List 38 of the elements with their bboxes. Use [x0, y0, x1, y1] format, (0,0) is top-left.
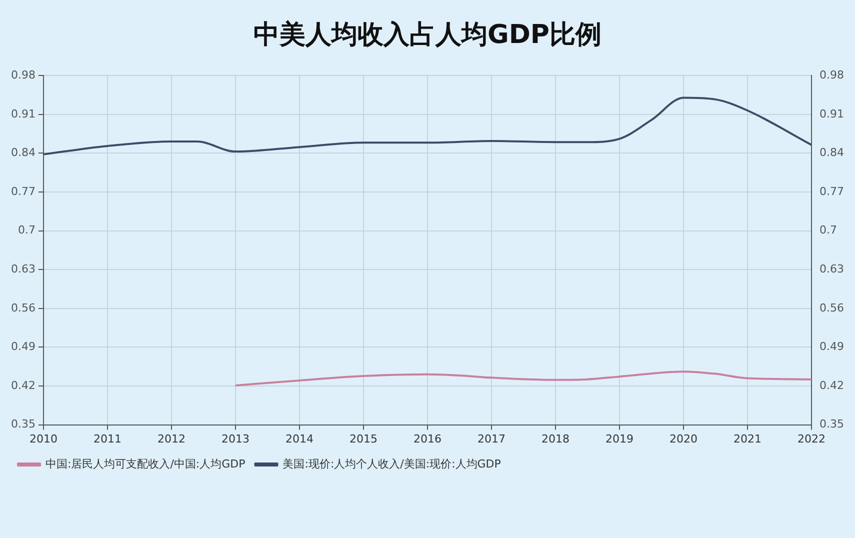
y-tick-label: 0.7 [18, 224, 36, 237]
legend-label: 中国:居民人均可支配收入/中国:人均GDP [46, 457, 246, 470]
y-tick-label: 0.77 [10, 184, 36, 198]
y2-tick-label: 0.77 [820, 184, 844, 198]
y-tick-label: 0.98 [10, 68, 36, 82]
y2-tick-label: 0.84 [820, 146, 844, 160]
y2-tick-label: 0.98 [820, 68, 844, 82]
line-series [43, 96, 812, 156]
x-tick-label: 2020 [670, 432, 698, 446]
y-tick-label: 0.42 [10, 378, 36, 392]
y2-tick-label: 0.42 [820, 378, 844, 392]
x-tick-label: 2015 [350, 432, 378, 446]
y-tick-label: 0.35 [10, 418, 36, 431]
x-tick-label: 2018 [542, 432, 570, 446]
y-tick-label: 0.91 [10, 107, 36, 120]
legend-label: 美国:现价:人均个人收入/美国:现价:人均GDP [282, 457, 502, 470]
y2-tick-label: 0.91 [820, 107, 844, 120]
y-tick-label: 0.49 [10, 340, 36, 354]
x-tick-label: 2010 [29, 432, 58, 446]
x-tick-label: 2014 [285, 432, 314, 446]
y2-tick-label: 0.7 [820, 224, 838, 237]
x-tick-label: 2017 [478, 432, 506, 446]
y2-tick-label: 0.56 [820, 301, 844, 314]
x-tick-label: 2012 [157, 432, 186, 446]
x-tick-label: 2011 [93, 432, 122, 446]
x-tick-label: 2021 [734, 432, 762, 446]
y2-tick-label: 0.63 [820, 262, 844, 276]
y-tick-label: 0.63 [10, 262, 36, 276]
y-tick-label: 0.84 [10, 146, 36, 160]
line-series [234, 370, 812, 386]
y2-tick-label: 0.35 [820, 418, 844, 431]
x-tick-label: 2016 [414, 432, 442, 446]
y-tick-label: 0.56 [10, 301, 36, 314]
x-tick-label: 2013 [221, 432, 250, 446]
x-tick-label: 2019 [606, 432, 634, 446]
chart-title: 中美人均收入占人均GDP比例 [252, 19, 602, 52]
x-tick-label: 2022 [798, 432, 826, 446]
y2-tick-label: 0.49 [820, 340, 844, 354]
